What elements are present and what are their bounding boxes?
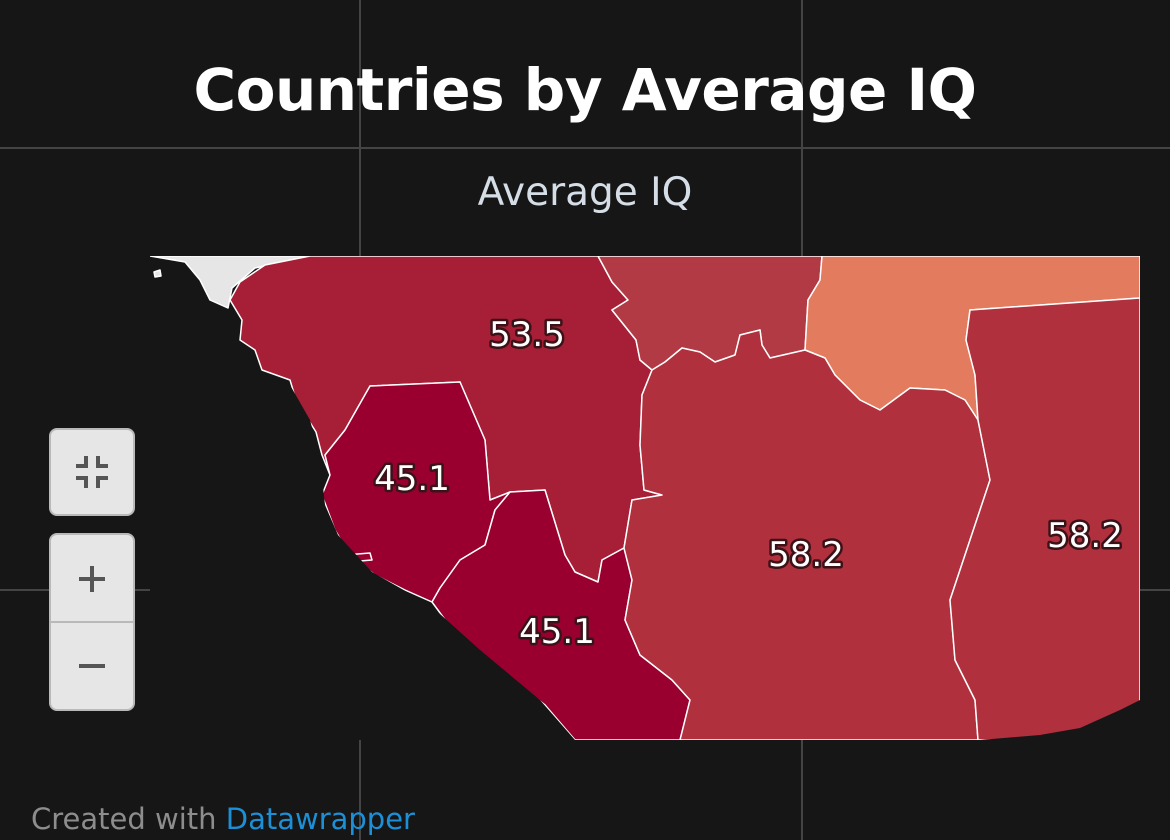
region-label: 53.5 bbox=[489, 315, 565, 355]
footer-prefix: Created with bbox=[31, 802, 226, 836]
footer-credit: Created with Datawrapper bbox=[31, 802, 415, 836]
region-island[interactable] bbox=[153, 269, 162, 278]
ocean bbox=[150, 290, 575, 740]
region-58-2-east[interactable] bbox=[949, 297, 1140, 740]
fit-to-screen-button[interactable] bbox=[49, 428, 135, 516]
datawrapper-link[interactable]: Datawrapper bbox=[225, 802, 415, 836]
fit-to-screen-icon bbox=[76, 456, 108, 488]
zoom-out-button[interactable] bbox=[51, 622, 133, 709]
plus-icon bbox=[79, 565, 105, 592]
map-title: Countries by Average IQ bbox=[193, 56, 977, 124]
ocean-south-east bbox=[980, 700, 1140, 740]
region-label: 58.2 bbox=[768, 535, 844, 575]
region-label: 45.1 bbox=[519, 612, 595, 652]
zoom-in-button[interactable] bbox=[51, 535, 133, 622]
zoom-controls bbox=[49, 533, 135, 711]
region-label: 58.2 bbox=[1047, 516, 1123, 556]
region-label: 45.1 bbox=[374, 459, 450, 499]
zoom-divider bbox=[51, 621, 133, 623]
minus-icon bbox=[79, 663, 105, 668]
legend-title: Average IQ bbox=[477, 170, 693, 215]
